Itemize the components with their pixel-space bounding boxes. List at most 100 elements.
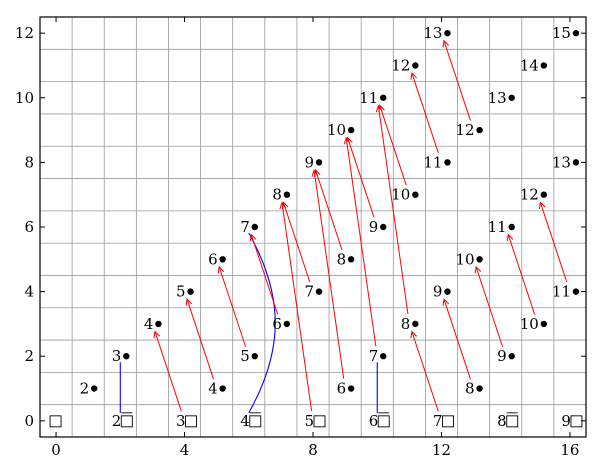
red-arrow-shaft [154, 331, 182, 412]
point-dot [315, 288, 323, 295]
point-box [120, 415, 133, 428]
x-tick-label: 8 [308, 441, 318, 459]
point-box [570, 415, 583, 428]
red-arrow-shaft [345, 137, 377, 347]
point-dot: 10 [391, 186, 419, 204]
point-box [377, 415, 390, 428]
point-dot [347, 385, 355, 392]
point-label: 8 [272, 186, 282, 204]
blue-connector [248, 232, 276, 414]
red-arrow-head [410, 330, 417, 339]
y-tick-label: 4 [24, 283, 34, 301]
point-boxbar: 6 [369, 412, 390, 430]
red-arrow-head [343, 136, 351, 145]
y-tick-label: 2 [24, 347, 34, 365]
point-label: 10 [455, 250, 474, 268]
point-dot: 8 [401, 315, 419, 333]
point-dot [187, 288, 194, 295]
red-arrow-shaft [281, 202, 313, 412]
point-label: 7 [369, 347, 379, 365]
y-tick-label: 0 [24, 412, 34, 430]
red-arrow-shaft [443, 299, 471, 380]
point-label: 9 [433, 283, 443, 301]
point-dot [251, 353, 258, 360]
point-label: 9 [304, 153, 314, 171]
point-dot [476, 385, 483, 392]
point-label: 13 [423, 24, 442, 42]
point-box [185, 415, 197, 428]
point-dot [540, 320, 548, 328]
point-dot [508, 94, 515, 101]
point-box [49, 415, 62, 428]
point-dot: 4 [208, 380, 226, 398]
point-box: 9 [561, 412, 583, 430]
red-arrow-shaft [539, 202, 568, 283]
point-dot: 13 [488, 89, 515, 107]
point-label: 3 [112, 347, 122, 365]
point-label: 6 [369, 412, 379, 430]
point-dot [540, 62, 548, 69]
point-label: 3 [176, 412, 186, 430]
point-dot: 11 [423, 153, 451, 171]
point-dot [444, 29, 451, 37]
red-arrow-shaft [218, 266, 247, 347]
y-tick-label: 10 [15, 89, 34, 107]
point-label: 10 [327, 121, 346, 139]
point-dot [476, 126, 483, 134]
point-dot [412, 320, 419, 328]
red-arrow-shaft [475, 266, 504, 347]
x-tick-label: 12 [432, 441, 451, 459]
point-dot [444, 288, 451, 295]
red-arrow-shaft [377, 105, 409, 315]
point-label: 2 [112, 412, 122, 430]
point-label: 6 [208, 250, 218, 268]
point-dot: 9 [369, 218, 387, 236]
point-label: 10 [391, 186, 410, 204]
point-dot [283, 191, 291, 198]
red-arrow-head [279, 201, 287, 210]
point-label: 9 [497, 347, 507, 365]
point-dot [508, 353, 515, 360]
point-dot [476, 256, 483, 263]
point-dot: 4 [144, 315, 162, 333]
point-dot: 11 [552, 283, 580, 301]
point-dot [508, 223, 515, 231]
point-dot [219, 256, 226, 263]
point-dot [155, 320, 162, 328]
point-dot: 6 [337, 380, 355, 398]
point-dot [315, 159, 323, 166]
point-dot: 14 [520, 56, 548, 74]
y-tick-label: 6 [24, 218, 34, 236]
red-arrow-head [375, 104, 383, 113]
point-dot: 13 [423, 24, 451, 42]
point-dot: 12 [520, 186, 548, 204]
point-dot: 11 [488, 218, 515, 236]
point-dot: 5 [240, 347, 258, 365]
red-arrow-shaft [347, 137, 375, 218]
red-arrow-shaft [186, 299, 214, 380]
point-dot: 9 [304, 153, 323, 171]
y-tick-label: 12 [15, 24, 34, 42]
point-dot [219, 385, 226, 392]
x-tick-label: 16 [560, 441, 579, 459]
point-dot [412, 62, 419, 69]
point-dot [380, 94, 387, 101]
point-dot [347, 126, 355, 134]
red-arrow-shaft [443, 40, 471, 121]
red-arrow-head [474, 265, 482, 274]
point-label: 6 [337, 380, 347, 398]
point-dot: 15 [552, 24, 580, 42]
point-label: 5 [240, 347, 250, 365]
point-dot [123, 353, 130, 360]
point-label: 8 [465, 380, 475, 398]
point-label: 7 [304, 283, 314, 301]
red-arrow-head [153, 330, 161, 339]
red-arrow-head [506, 233, 514, 242]
red-arrow-shaft [411, 331, 439, 412]
point-boxbar: 4 [240, 412, 262, 430]
red-arrow-shaft [282, 202, 311, 283]
point-label: 8 [337, 250, 347, 268]
point-label: 9 [369, 218, 379, 236]
point-box [49, 415, 62, 428]
